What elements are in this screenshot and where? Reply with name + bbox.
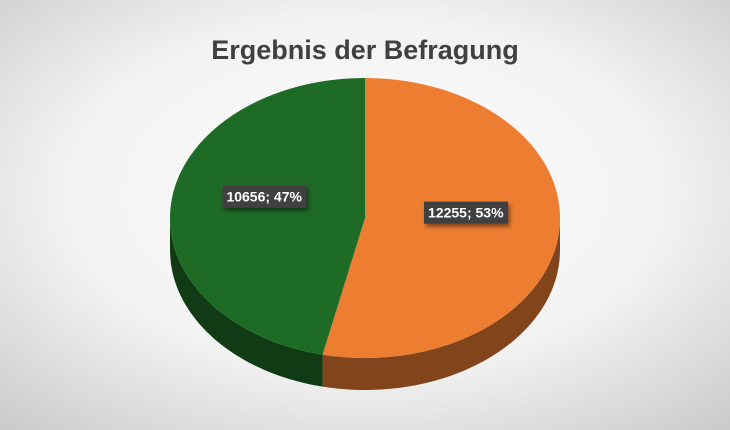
data-label: 12255; 53% xyxy=(424,201,509,224)
data-label-text: 12255; 53% xyxy=(428,205,504,221)
pie-slice xyxy=(170,78,365,355)
pie-side xyxy=(170,218,323,387)
data-label-box xyxy=(424,201,509,224)
pie-side xyxy=(322,218,560,390)
data-label-box xyxy=(222,185,307,208)
chart-title: Ergebnis der Befragung xyxy=(211,35,519,65)
data-label: 10656; 47% xyxy=(222,185,307,208)
data-label-text: 10656; 47% xyxy=(226,189,302,205)
